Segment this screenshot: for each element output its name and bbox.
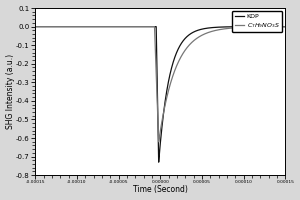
X-axis label: Time (Second): Time (Second) [133,185,188,194]
KDP [157,161,160,163]
Y-axis label: SHG Intensity (a.u.): SHG Intensity (a.u.) [6,54,15,129]
C₇H₉NO₃S [284,25,287,28]
C₇H₉NO₃S [82,25,86,28]
C₇H₉NO₃S [44,25,47,28]
KDP [34,25,37,28]
Line: KDP: KDP [35,27,285,162]
Legend: KDP, $C_7H_9NO_3S$: KDP, $C_7H_9NO_3S$ [232,11,282,32]
KDP [82,25,86,28]
Line: C₇H₉NO₃S: C₇H₉NO₃S [35,27,285,142]
KDP [44,25,47,28]
C₇H₉NO₃S [48,25,52,28]
KDP [270,25,274,28]
KDP [48,25,52,28]
C₇H₉NO₃S [270,26,274,28]
KDP [156,100,159,103]
C₇H₉NO₃S [34,25,38,28]
C₇H₉NO₃S [156,110,159,112]
C₇H₉NO₃S [34,25,37,28]
C₇H₉NO₃S [157,141,160,143]
KDP [34,25,38,28]
KDP [284,25,287,28]
